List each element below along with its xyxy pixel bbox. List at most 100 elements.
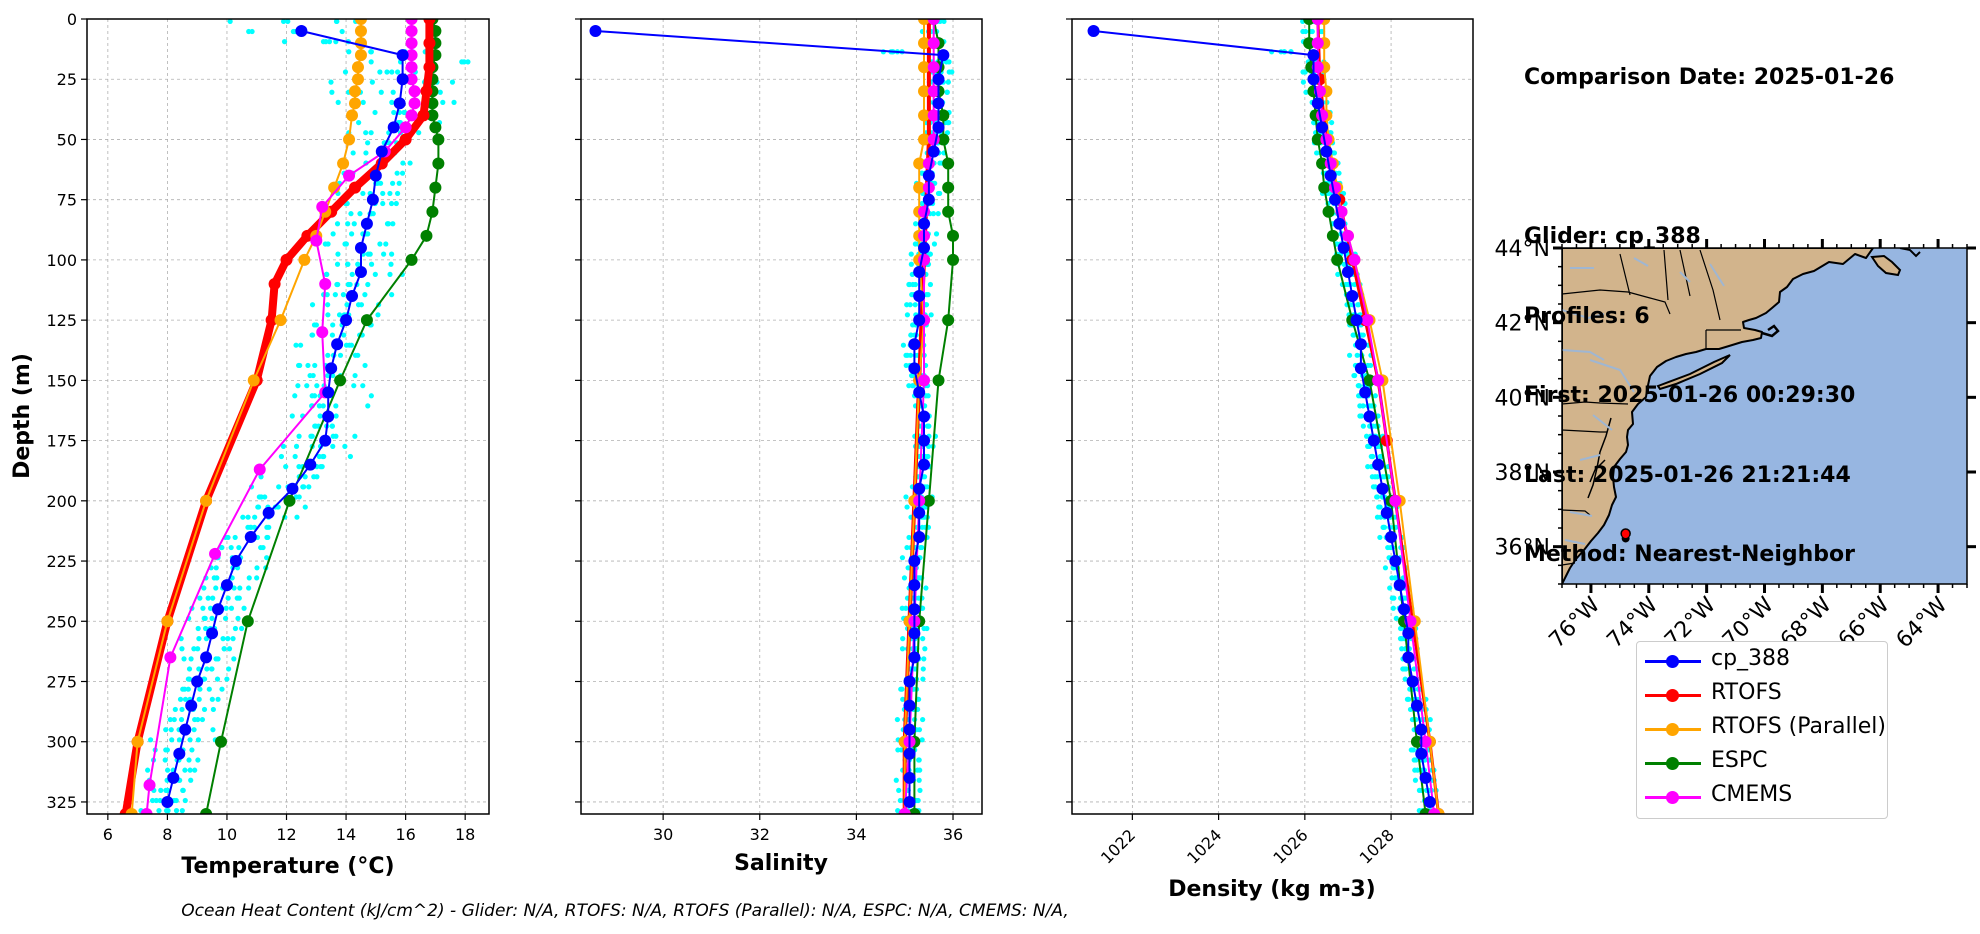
scatter-point bbox=[1356, 302, 1362, 308]
scatter-point bbox=[210, 706, 216, 713]
scatter-point bbox=[362, 362, 368, 369]
scatter-point bbox=[1357, 403, 1363, 409]
scatter-point bbox=[1365, 464, 1371, 470]
series-point bbox=[262, 506, 275, 519]
scatter-point bbox=[292, 393, 298, 399]
scatter-point bbox=[916, 777, 922, 783]
lat-tick-label: 38°N bbox=[1495, 461, 1550, 486]
series-point bbox=[942, 205, 955, 218]
series-point bbox=[903, 723, 916, 736]
series-point bbox=[1410, 735, 1423, 748]
series-point bbox=[913, 506, 926, 519]
scatter-point bbox=[912, 281, 919, 288]
scatter-point bbox=[319, 464, 325, 470]
series-point bbox=[932, 97, 945, 110]
scatter-point bbox=[254, 575, 260, 581]
series-point bbox=[903, 675, 916, 688]
scatter-point bbox=[201, 706, 208, 713]
scatter-point bbox=[344, 302, 350, 308]
y-tick-label: 325 bbox=[46, 793, 77, 812]
series-point bbox=[918, 241, 931, 254]
series-point bbox=[913, 314, 926, 327]
series-point bbox=[1359, 386, 1372, 399]
scatter-point bbox=[187, 737, 193, 743]
series-point bbox=[420, 229, 433, 242]
scatter-point bbox=[928, 312, 934, 318]
scatter-point bbox=[352, 372, 358, 379]
series-point bbox=[274, 314, 287, 327]
scatter-point bbox=[316, 453, 322, 460]
scatter-point bbox=[320, 39, 327, 45]
series-point bbox=[1320, 145, 1333, 158]
scatter-point bbox=[336, 312, 343, 318]
series-point bbox=[1415, 747, 1428, 760]
scatter-point bbox=[921, 656, 927, 662]
scatter-point bbox=[325, 302, 331, 308]
scatter-point bbox=[342, 69, 349, 75]
scatter-point bbox=[278, 453, 284, 460]
series-line bbox=[121, 19, 434, 814]
scatter-point bbox=[173, 808, 180, 814]
series-point bbox=[310, 234, 323, 247]
scatter-point bbox=[908, 251, 914, 257]
scatter-point bbox=[365, 140, 371, 146]
scatter-point bbox=[396, 180, 402, 186]
scatter-point bbox=[924, 484, 930, 490]
comparison-info: Comparison Date: 2025-01-26 Glider: cp_3… bbox=[1524, 12, 1894, 595]
series-point bbox=[1320, 133, 1333, 146]
series-point bbox=[908, 627, 921, 640]
scatter-point bbox=[346, 342, 353, 348]
scatter-point bbox=[375, 312, 381, 318]
scatter-point bbox=[313, 423, 319, 429]
scatter-point bbox=[281, 39, 288, 45]
scatter-point bbox=[339, 28, 345, 35]
scatter-point bbox=[380, 200, 386, 207]
scatter-point bbox=[381, 251, 387, 257]
series-point bbox=[922, 494, 935, 507]
legend-label: RTOFS (Parallel) bbox=[1711, 714, 1886, 739]
scatter-point bbox=[241, 605, 247, 611]
scatter-point bbox=[149, 797, 156, 804]
series-point bbox=[913, 386, 926, 399]
series-point bbox=[1329, 181, 1342, 194]
series-point bbox=[1372, 458, 1385, 471]
series-point bbox=[908, 338, 921, 351]
y-tick-label: 250 bbox=[46, 612, 77, 631]
scatter-point bbox=[180, 686, 186, 692]
series-point bbox=[589, 25, 602, 38]
series-point bbox=[942, 157, 955, 170]
scatter-point bbox=[191, 646, 197, 652]
scatter-point bbox=[196, 666, 202, 672]
series-point bbox=[1406, 675, 1419, 688]
series-point bbox=[375, 145, 388, 158]
scatter-point bbox=[292, 453, 298, 460]
legend-label: cp_388 bbox=[1711, 646, 1791, 671]
scatter-point bbox=[363, 130, 369, 136]
scatter-point bbox=[334, 19, 340, 25]
scatter-point bbox=[465, 59, 471, 65]
scatter-point bbox=[388, 261, 394, 267]
scatter-point bbox=[165, 808, 171, 814]
scatter-point bbox=[910, 383, 916, 389]
scatter-point bbox=[919, 737, 925, 743]
series-point bbox=[167, 771, 180, 784]
series-point bbox=[1333, 217, 1346, 230]
scatter-point bbox=[163, 787, 169, 793]
x-tick-label: 1024 bbox=[1183, 825, 1225, 867]
scatter-point bbox=[362, 292, 368, 298]
scatter-point bbox=[365, 403, 371, 409]
series-point bbox=[1348, 253, 1361, 266]
scatter-point bbox=[900, 696, 906, 702]
scatter-point bbox=[351, 221, 357, 227]
scatter-point bbox=[167, 716, 173, 723]
scatter-point bbox=[1414, 767, 1421, 773]
scatter-point bbox=[222, 615, 229, 621]
series-point bbox=[937, 133, 950, 146]
scatter-point bbox=[176, 737, 183, 743]
series-point bbox=[405, 253, 418, 266]
series-point bbox=[354, 25, 367, 38]
series-point bbox=[131, 735, 144, 748]
scatter-point bbox=[245, 514, 251, 520]
map-land-layer bbox=[1562, 248, 1921, 584]
scatter-point bbox=[1397, 625, 1404, 632]
